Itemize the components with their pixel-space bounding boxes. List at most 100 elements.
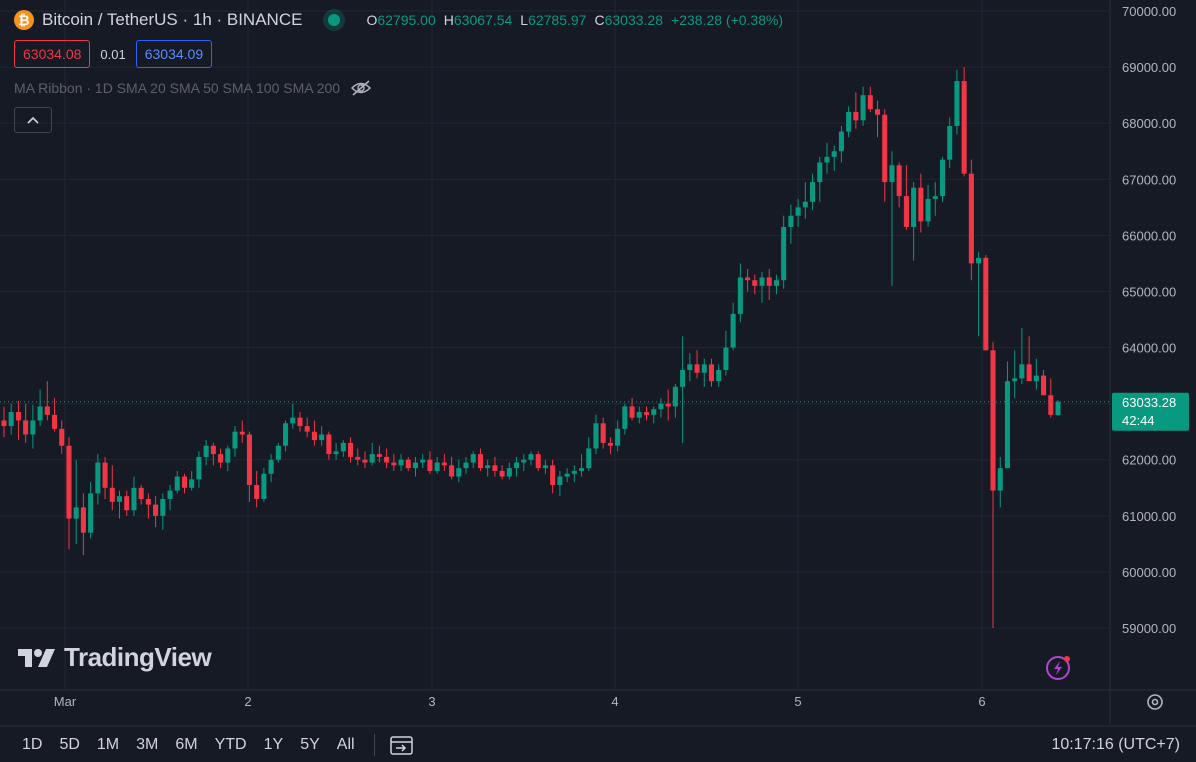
candle[interactable] (1041, 369, 1047, 396)
timeframe-ytd[interactable]: YTD (214, 736, 247, 753)
candle[interactable] (564, 468, 570, 483)
candle[interactable] (109, 465, 115, 511)
candle[interactable] (73, 459, 79, 544)
candle[interactable] (903, 165, 909, 230)
goto-date-icon[interactable] (389, 734, 415, 756)
candle[interactable] (896, 162, 902, 208)
candle[interactable] (680, 336, 686, 443)
candle[interactable] (687, 353, 693, 382)
candle[interactable] (990, 341, 996, 628)
candle[interactable] (838, 125, 844, 163)
candle[interactable] (66, 437, 72, 550)
candle[interactable] (167, 484, 173, 511)
candle[interactable] (694, 350, 700, 379)
timeframe-3m[interactable]: 3M (136, 736, 159, 753)
candle[interactable] (968, 159, 974, 281)
candle[interactable] (290, 403, 296, 429)
candle[interactable] (145, 493, 151, 519)
candle[interactable] (853, 92, 859, 129)
candle[interactable] (716, 364, 722, 387)
candle[interactable] (477, 448, 483, 471)
candle[interactable] (672, 384, 678, 418)
candle[interactable] (860, 86, 866, 126)
candle[interactable] (369, 442, 375, 466)
candle[interactable] (557, 470, 563, 497)
candle[interactable] (311, 420, 317, 446)
candle[interactable] (37, 389, 43, 427)
candle[interactable] (225, 445, 231, 471)
candle[interactable] (593, 414, 599, 455)
candle[interactable] (52, 398, 58, 432)
candle[interactable] (528, 451, 534, 466)
candle[interactable] (275, 442, 281, 463)
candle[interactable] (102, 456, 108, 499)
candle[interactable] (268, 454, 274, 483)
candle[interactable] (708, 358, 715, 387)
clock-timezone[interactable]: 10:17:16 (UTC+7) (1051, 736, 1180, 753)
candle[interactable] (499, 465, 505, 480)
candle[interactable] (405, 456, 411, 471)
candle[interactable] (586, 437, 592, 471)
timeframe-5y[interactable]: 5Y (300, 736, 320, 753)
candle[interactable] (218, 448, 224, 469)
candle[interactable] (817, 156, 823, 202)
candle[interactable] (1048, 378, 1054, 418)
timeframe-5d[interactable]: 5D (59, 736, 80, 753)
candle[interactable] (615, 420, 621, 452)
indicator-legend[interactable]: MA Ribbon · 1D SMA 20 SMA 50 SMA 100 SMA… (14, 80, 372, 96)
candle[interactable] (203, 440, 209, 466)
candle[interactable] (456, 459, 462, 483)
candle[interactable] (412, 456, 419, 477)
candle[interactable] (882, 109, 888, 202)
candle[interactable] (30, 404, 36, 449)
indicator-label[interactable]: MA Ribbon · 1D SMA 20 SMA 50 SMA 100 SMA… (14, 80, 341, 96)
lightning-icon[interactable] (1046, 656, 1070, 680)
candle[interactable] (1019, 327, 1025, 385)
candle[interactable] (550, 459, 556, 494)
candle[interactable] (976, 252, 982, 337)
candle[interactable] (781, 215, 787, 289)
candle[interactable] (579, 454, 585, 477)
timeframe-1y[interactable]: 1Y (263, 736, 284, 753)
candle[interactable] (131, 476, 137, 516)
candle[interactable] (160, 493, 166, 530)
candle[interactable] (759, 271, 765, 303)
candle[interactable] (542, 459, 548, 474)
candle[interactable] (441, 454, 447, 471)
candle[interactable] (622, 403, 628, 435)
candle[interactable] (1026, 336, 1032, 382)
candle[interactable] (795, 198, 801, 227)
timeframe-1d[interactable]: 1D (22, 736, 43, 753)
candle[interactable] (846, 106, 852, 138)
timeframe-all[interactable]: All (336, 736, 355, 753)
candle[interactable] (701, 358, 707, 387)
candle[interactable] (643, 406, 650, 421)
candle[interactable] (651, 406, 657, 424)
candle[interactable] (939, 156, 946, 202)
candle[interactable] (340, 440, 346, 457)
candle[interactable] (788, 204, 794, 244)
candle[interactable] (911, 182, 917, 261)
collapse-legend-button[interactable] (14, 107, 52, 133)
candle[interactable] (319, 426, 325, 446)
candle[interactable] (326, 431, 332, 460)
candle[interactable] (15, 400, 21, 441)
candle[interactable] (925, 184, 931, 227)
timeframe-6m[interactable]: 6M (175, 736, 198, 753)
candle[interactable] (954, 69, 960, 135)
symbol-title[interactable]: Bitcoin / TetherUS · 1h · BINANCE (42, 10, 303, 29)
candle[interactable] (196, 451, 202, 488)
candle[interactable] (636, 406, 642, 424)
candle[interactable] (239, 420, 245, 443)
candle[interactable] (254, 470, 260, 508)
candle[interactable] (665, 389, 671, 421)
candle[interactable] (470, 451, 476, 469)
candle[interactable] (730, 302, 736, 351)
candle[interactable] (116, 490, 123, 519)
candle[interactable] (355, 448, 361, 466)
candle[interactable] (174, 470, 180, 494)
candle[interactable] (766, 269, 772, 300)
candle[interactable] (427, 451, 433, 474)
candle[interactable] (80, 493, 86, 556)
